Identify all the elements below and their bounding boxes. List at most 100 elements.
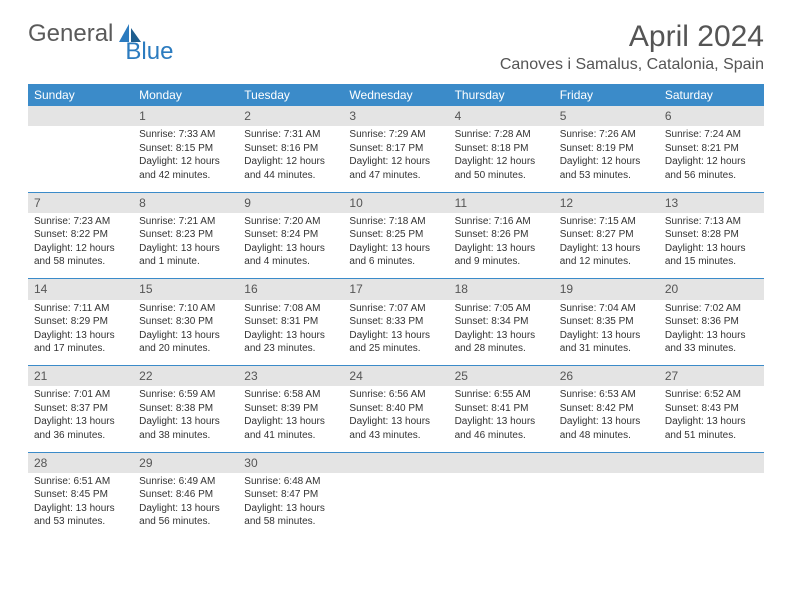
sunset-line: Sunset: 8:19 PM <box>560 142 653 156</box>
daylight-line: Daylight: 13 hours and 51 minutes. <box>665 415 758 442</box>
date-number: 29 <box>133 453 238 473</box>
date-number: 21 <box>28 366 133 386</box>
sunset-line: Sunset: 8:46 PM <box>139 488 232 502</box>
daylight-line: Daylight: 12 hours and 50 minutes. <box>455 155 548 182</box>
date-number <box>659 453 764 473</box>
daylight-line: Daylight: 13 hours and 15 minutes. <box>665 242 758 269</box>
sunrise-line: Sunrise: 6:48 AM <box>244 475 337 489</box>
logo-word-2: Blue <box>125 38 173 66</box>
day-cell: Sunrise: 6:58 AMSunset: 8:39 PMDaylight:… <box>238 386 343 452</box>
date-number: 4 <box>449 106 554 126</box>
date-number: 24 <box>343 366 448 386</box>
date-number: 6 <box>659 106 764 126</box>
date-number: 30 <box>238 453 343 473</box>
sunset-line: Sunset: 8:30 PM <box>139 315 232 329</box>
title-block: April 2024 Canoves i Samalus, Catalonia,… <box>500 20 764 74</box>
daylight-line: Daylight: 13 hours and 33 minutes. <box>665 329 758 356</box>
day-cell: Sunrise: 7:24 AMSunset: 8:21 PMDaylight:… <box>659 126 764 192</box>
sunrise-line: Sunrise: 7:10 AM <box>139 302 232 316</box>
daylight-line: Daylight: 12 hours and 53 minutes. <box>560 155 653 182</box>
sunrise-line: Sunrise: 6:49 AM <box>139 475 232 489</box>
day-cell <box>659 473 764 539</box>
day-cell: Sunrise: 7:31 AMSunset: 8:16 PMDaylight:… <box>238 126 343 192</box>
date-number: 22 <box>133 366 238 386</box>
sunset-line: Sunset: 8:34 PM <box>455 315 548 329</box>
sunrise-line: Sunrise: 7:29 AM <box>349 128 442 142</box>
date-number: 9 <box>238 193 343 213</box>
daylight-line: Daylight: 13 hours and 53 minutes. <box>34 502 127 529</box>
sunset-line: Sunset: 8:38 PM <box>139 402 232 416</box>
date-number: 8 <box>133 193 238 213</box>
sunrise-line: Sunrise: 7:28 AM <box>455 128 548 142</box>
sunrise-line: Sunrise: 6:53 AM <box>560 388 653 402</box>
header: General Blue April 2024 Canoves i Samalu… <box>28 20 764 74</box>
sunrise-line: Sunrise: 7:24 AM <box>665 128 758 142</box>
daylight-line: Daylight: 13 hours and 6 minutes. <box>349 242 442 269</box>
date-number <box>449 453 554 473</box>
day-cell: Sunrise: 7:02 AMSunset: 8:36 PMDaylight:… <box>659 300 764 366</box>
daylight-line: Daylight: 13 hours and 31 minutes. <box>560 329 653 356</box>
sunset-line: Sunset: 8:17 PM <box>349 142 442 156</box>
daylight-line: Daylight: 13 hours and 58 minutes. <box>244 502 337 529</box>
sunset-line: Sunset: 8:21 PM <box>665 142 758 156</box>
date-number: 17 <box>343 279 448 299</box>
day-cell: Sunrise: 6:59 AMSunset: 8:38 PMDaylight:… <box>133 386 238 452</box>
sunset-line: Sunset: 8:42 PM <box>560 402 653 416</box>
date-number: 25 <box>449 366 554 386</box>
day-header: Thursday <box>449 84 554 106</box>
sunrise-line: Sunrise: 7:02 AM <box>665 302 758 316</box>
day-cell: Sunrise: 7:18 AMSunset: 8:25 PMDaylight:… <box>343 213 448 279</box>
sunset-line: Sunset: 8:18 PM <box>455 142 548 156</box>
sunrise-line: Sunrise: 7:04 AM <box>560 302 653 316</box>
date-number <box>554 453 659 473</box>
sunrise-line: Sunrise: 7:08 AM <box>244 302 337 316</box>
day-cell: Sunrise: 7:07 AMSunset: 8:33 PMDaylight:… <box>343 300 448 366</box>
daylight-line: Daylight: 13 hours and 36 minutes. <box>34 415 127 442</box>
daylight-line: Daylight: 12 hours and 42 minutes. <box>139 155 232 182</box>
sunrise-line: Sunrise: 7:26 AM <box>560 128 653 142</box>
day-cell: Sunrise: 7:26 AMSunset: 8:19 PMDaylight:… <box>554 126 659 192</box>
sunset-line: Sunset: 8:16 PM <box>244 142 337 156</box>
daylight-line: Daylight: 13 hours and 28 minutes. <box>455 329 548 356</box>
day-cell: Sunrise: 7:21 AMSunset: 8:23 PMDaylight:… <box>133 213 238 279</box>
date-number: 16 <box>238 279 343 299</box>
day-header: Tuesday <box>238 84 343 106</box>
daylight-line: Daylight: 12 hours and 47 minutes. <box>349 155 442 182</box>
sunset-line: Sunset: 8:47 PM <box>244 488 337 502</box>
date-number <box>343 453 448 473</box>
day-cell: Sunrise: 7:28 AMSunset: 8:18 PMDaylight:… <box>449 126 554 192</box>
sunrise-line: Sunrise: 7:11 AM <box>34 302 127 316</box>
sunset-line: Sunset: 8:35 PM <box>560 315 653 329</box>
daylight-line: Daylight: 13 hours and 12 minutes. <box>560 242 653 269</box>
date-number: 5 <box>554 106 659 126</box>
day-cell: Sunrise: 7:23 AMSunset: 8:22 PMDaylight:… <box>28 213 133 279</box>
day-cell: Sunrise: 6:52 AMSunset: 8:43 PMDaylight:… <box>659 386 764 452</box>
logo: General Blue <box>28 20 191 48</box>
day-header: Sunday <box>28 84 133 106</box>
date-number: 23 <box>238 366 343 386</box>
daylight-line: Daylight: 13 hours and 38 minutes. <box>139 415 232 442</box>
day-cell: Sunrise: 7:10 AMSunset: 8:30 PMDaylight:… <box>133 300 238 366</box>
sunrise-line: Sunrise: 7:18 AM <box>349 215 442 229</box>
sunset-line: Sunset: 8:45 PM <box>34 488 127 502</box>
day-cell <box>343 473 448 539</box>
date-number: 11 <box>449 193 554 213</box>
daylight-line: Daylight: 13 hours and 25 minutes. <box>349 329 442 356</box>
daylight-line: Daylight: 12 hours and 44 minutes. <box>244 155 337 182</box>
sunset-line: Sunset: 8:36 PM <box>665 315 758 329</box>
day-cell: Sunrise: 7:04 AMSunset: 8:35 PMDaylight:… <box>554 300 659 366</box>
sunrise-line: Sunrise: 7:21 AM <box>139 215 232 229</box>
date-number: 20 <box>659 279 764 299</box>
date-number: 15 <box>133 279 238 299</box>
sunrise-line: Sunrise: 6:58 AM <box>244 388 337 402</box>
day-cell: Sunrise: 6:49 AMSunset: 8:46 PMDaylight:… <box>133 473 238 539</box>
sunset-line: Sunset: 8:33 PM <box>349 315 442 329</box>
day-cell: Sunrise: 7:29 AMSunset: 8:17 PMDaylight:… <box>343 126 448 192</box>
sunset-line: Sunset: 8:41 PM <box>455 402 548 416</box>
calendar-body: 123456Sunrise: 7:33 AMSunset: 8:15 PMDay… <box>28 106 764 539</box>
sunset-line: Sunset: 8:43 PM <box>665 402 758 416</box>
daylight-line: Daylight: 13 hours and 20 minutes. <box>139 329 232 356</box>
day-header: Wednesday <box>343 84 448 106</box>
sunset-line: Sunset: 8:25 PM <box>349 228 442 242</box>
date-number: 14 <box>28 279 133 299</box>
